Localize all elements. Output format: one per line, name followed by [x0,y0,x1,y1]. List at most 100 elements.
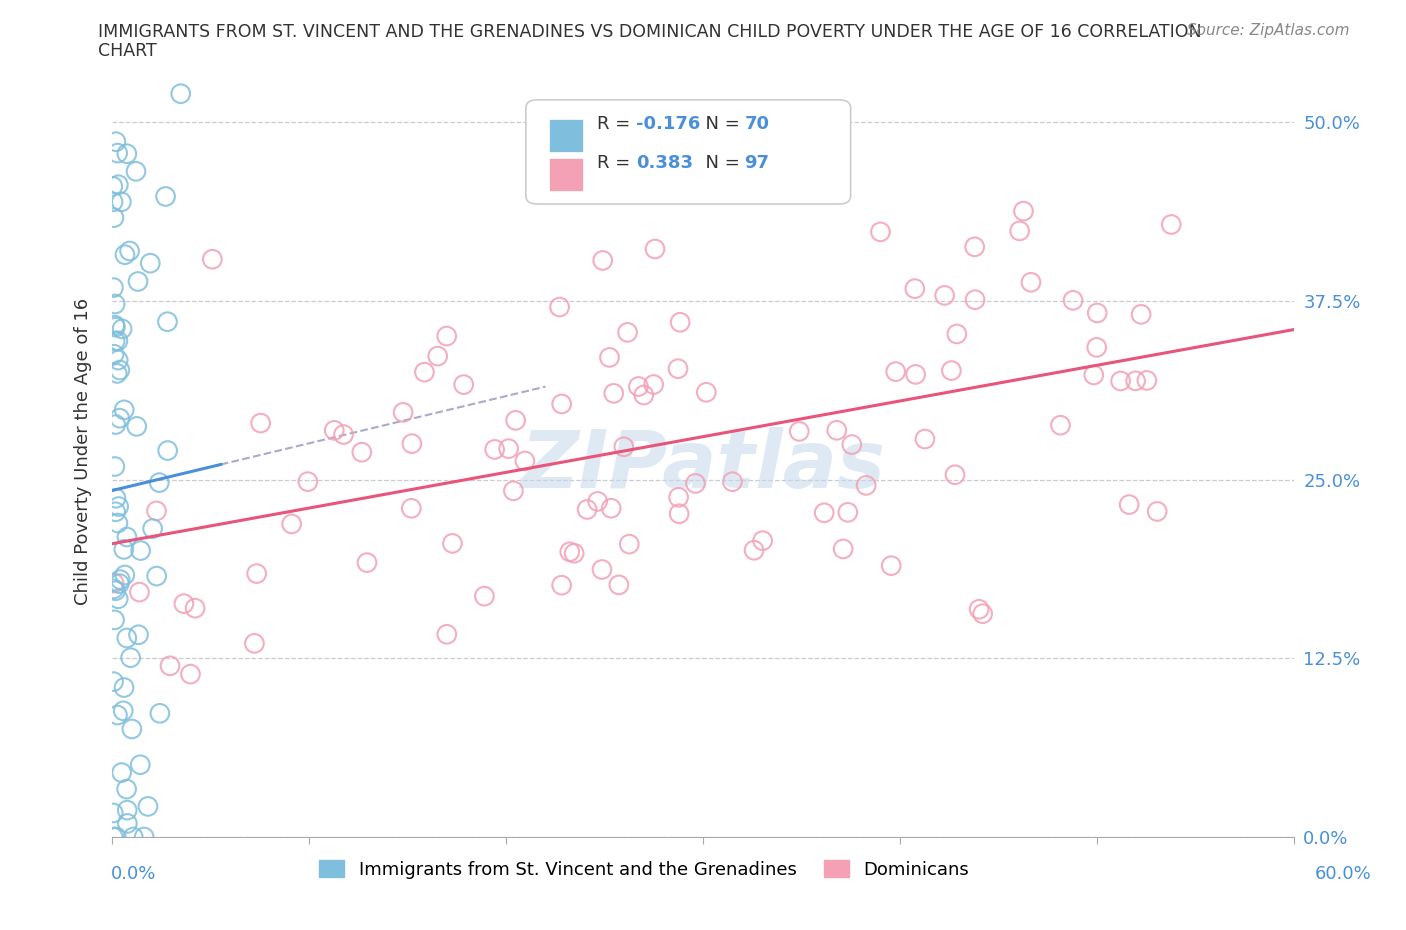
Point [128,585,150,600]
Point [184,601,207,616]
Point [1118,498,1140,512]
Point [695,385,717,400]
Point [505,413,527,428]
Point [751,533,773,548]
Point [148,475,170,490]
Point [825,423,848,438]
Point [668,490,690,505]
Point [108,363,131,378]
Point [156,443,179,458]
Text: ZIPatlas: ZIPatlas [520,428,886,506]
Point [592,253,614,268]
Point [104,491,127,506]
Point [350,445,373,459]
Point [548,299,571,314]
Point [107,333,129,348]
Point [104,334,127,349]
Point [107,515,129,530]
Point [104,297,127,312]
Point [616,325,638,339]
Point [1012,204,1035,219]
Text: -0.176: -0.176 [636,115,700,133]
Point [136,799,159,814]
Point [1130,307,1153,322]
Point [666,361,689,376]
Point [1019,275,1042,290]
Point [121,722,143,737]
Point [115,781,138,796]
Point [643,377,665,392]
Point [401,501,423,516]
Point [413,365,436,379]
Point [453,378,475,392]
Point [249,416,271,431]
Point [107,591,129,606]
Point [118,244,141,259]
Point [426,349,449,364]
Text: 70: 70 [744,115,769,133]
Point [246,566,269,581]
Point [837,505,859,520]
Point [103,613,125,628]
Point [934,288,956,303]
Point [562,546,585,561]
Point [115,146,138,161]
Point [110,194,132,209]
Point [117,816,139,830]
Point [114,567,136,582]
Point [441,536,464,551]
Point [110,765,132,780]
Point [1085,340,1108,355]
Point [904,281,927,296]
Point [103,674,125,689]
Point [356,555,378,570]
Point [392,405,415,419]
Point [173,596,195,611]
Point [323,423,346,438]
Bar [550,119,582,153]
Point [104,318,127,333]
Point [155,189,177,204]
Point [111,322,134,337]
Point [145,503,167,518]
Text: R =: R = [596,115,636,133]
Point [436,627,458,642]
Point [558,544,581,559]
Point [1008,223,1031,238]
Legend: Immigrants from St. Vincent and the Grenadines, Dominicans: Immigrants from St. Vincent and the Gren… [312,853,976,886]
Point [787,424,810,439]
Point [115,631,138,645]
Point [967,602,990,617]
Point [129,757,152,772]
Point [946,326,969,341]
Text: IMMIGRANTS FROM ST. VINCENT AND THE GRENADINES VS DOMINICAN CHILD POVERTY UNDER : IMMIGRANTS FROM ST. VINCENT AND THE GREN… [98,23,1202,41]
Point [1062,293,1084,308]
FancyBboxPatch shape [526,100,851,204]
Point [134,830,156,844]
Point [941,363,963,378]
Point [179,667,201,682]
Point [436,328,458,343]
Point [104,417,127,432]
Point [101,179,124,193]
Point [591,562,613,577]
Point [107,178,129,193]
Point [145,568,167,583]
Point [603,386,626,401]
Point [107,146,129,161]
Point [832,541,855,556]
Point [943,467,966,482]
Point [332,427,354,442]
Point [107,499,129,514]
Point [103,210,125,225]
Point [498,441,520,456]
Point [201,252,224,267]
Point [104,134,127,149]
Point [139,256,162,271]
Point [104,320,127,335]
Point [115,529,138,544]
Point [721,474,744,489]
Point [914,432,936,446]
Point [112,542,135,557]
Point [103,830,125,844]
